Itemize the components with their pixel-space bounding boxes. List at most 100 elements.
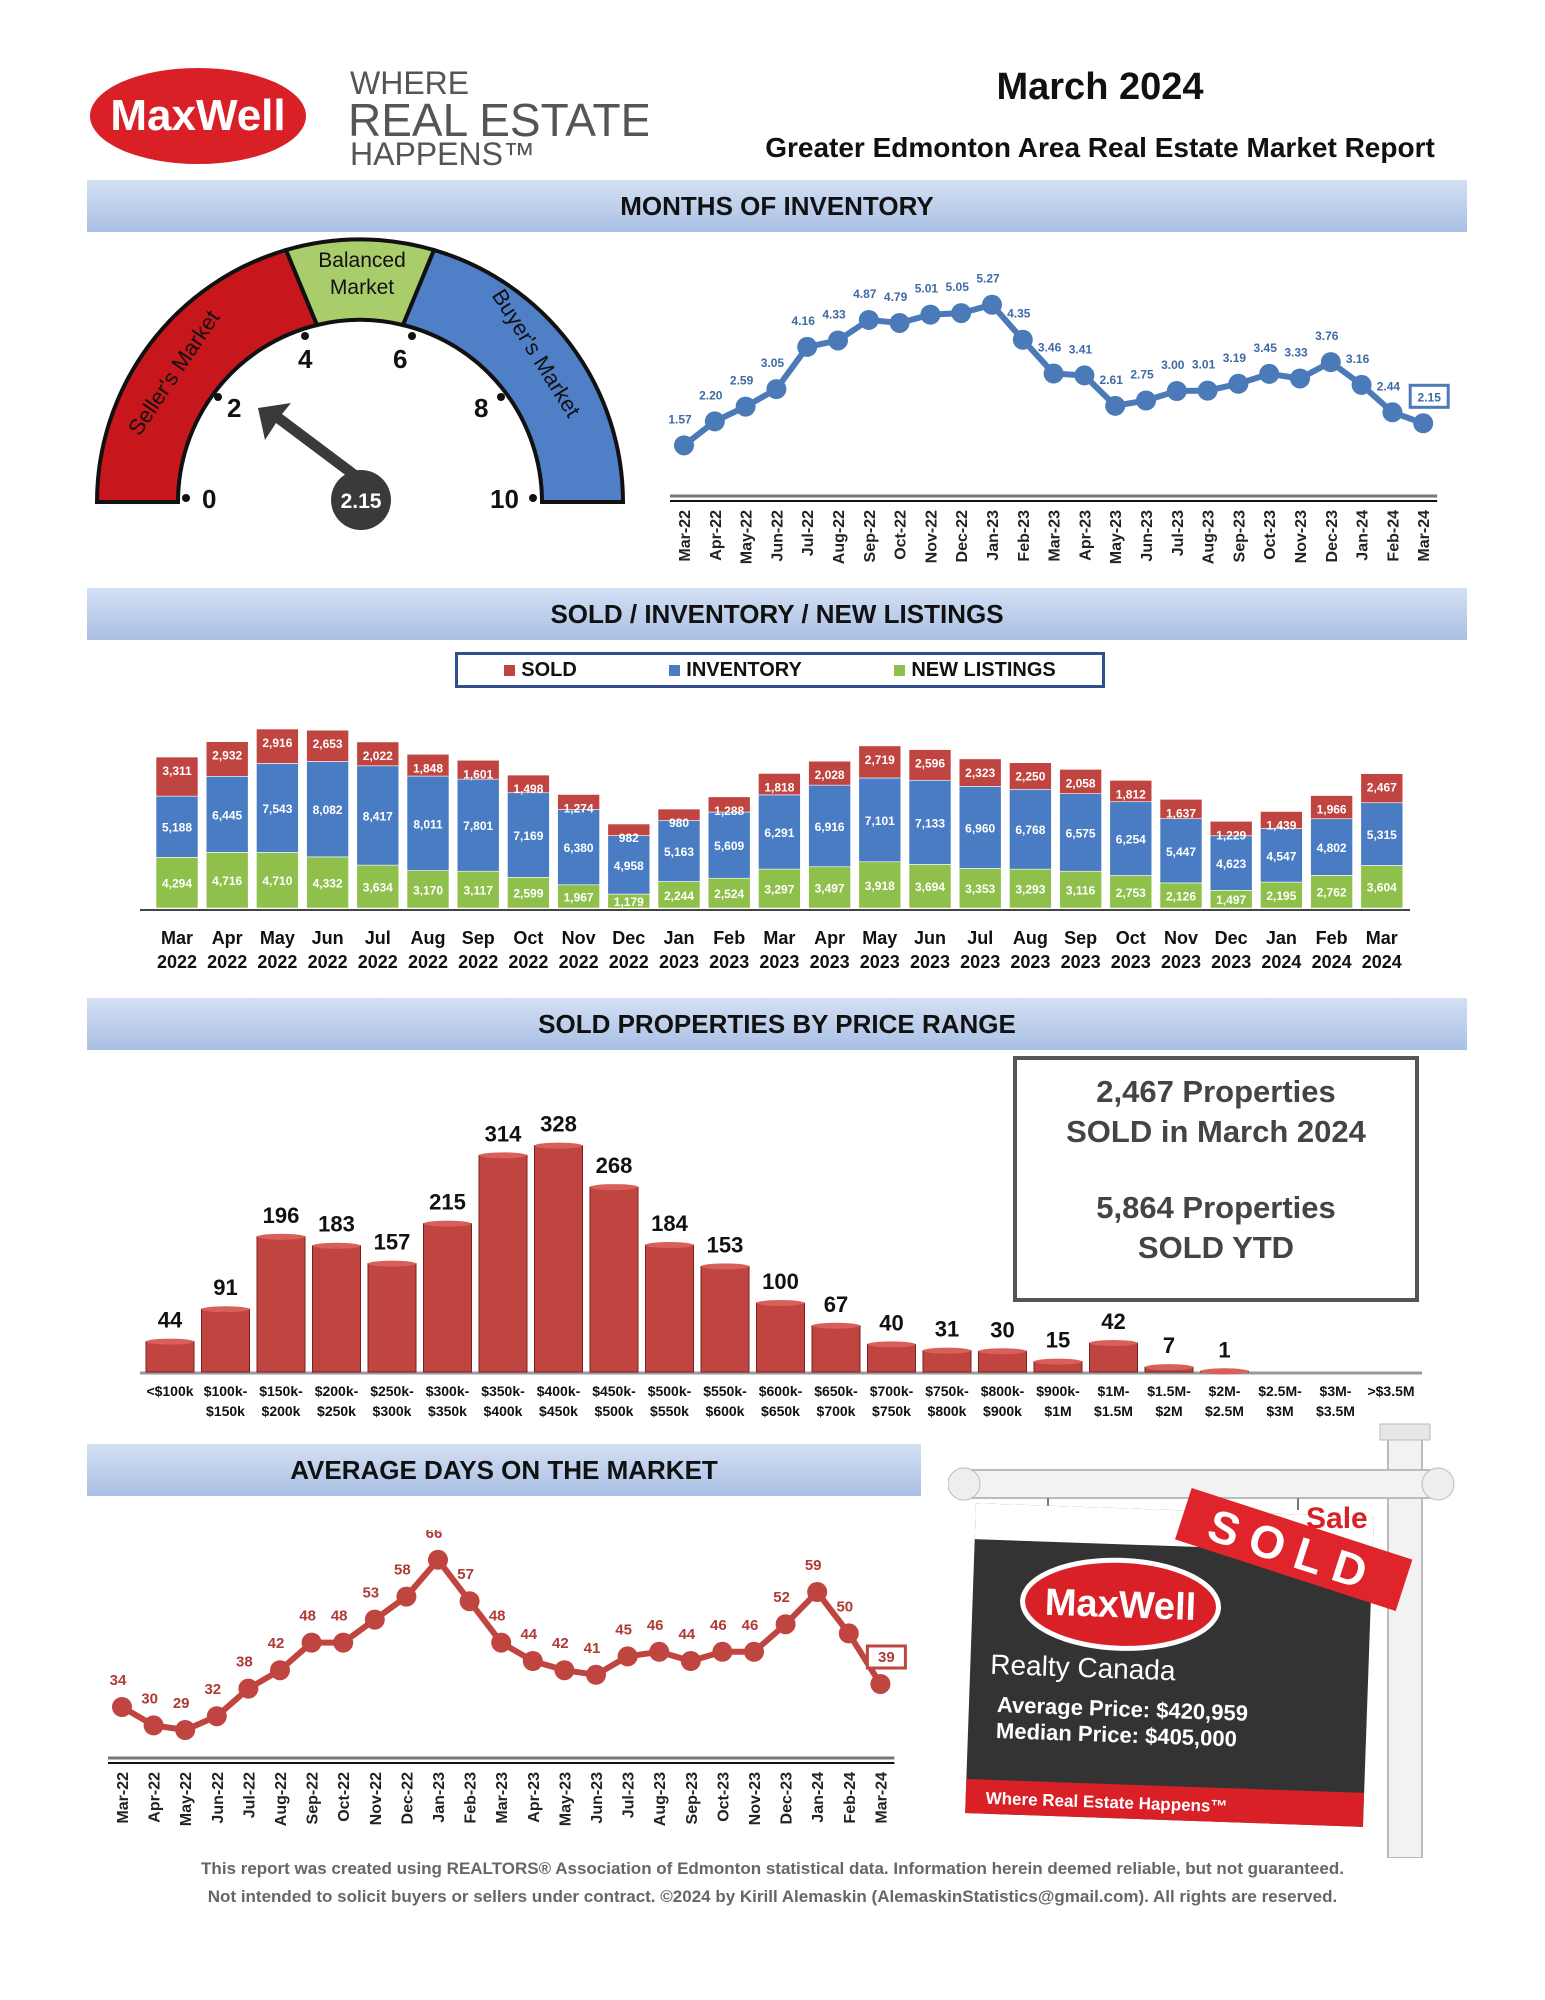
dom-x-tick: Feb-24 bbox=[842, 1772, 859, 1824]
stack-value-label: 2,524 bbox=[714, 887, 744, 901]
price-bar-cap bbox=[812, 1322, 860, 1329]
price-value-label: 42 bbox=[1101, 1309, 1125, 1334]
stack-bar-new-listings bbox=[1159, 882, 1203, 909]
dom-value-label: 39 bbox=[878, 1649, 895, 1666]
dom-point bbox=[649, 1641, 670, 1662]
dom-x-tick: Jul-22 bbox=[241, 1772, 258, 1818]
stacked-legend: SOLD INVENTORY NEW LISTINGS bbox=[455, 652, 1105, 688]
price-x-tick: $3M- bbox=[1320, 1383, 1352, 1399]
stack-value-label: 5,447 bbox=[1166, 845, 1196, 859]
dom-x-tick: Jul-23 bbox=[621, 1772, 638, 1818]
stack-value-label: 6,380 bbox=[564, 841, 594, 855]
price-x-tick-2: $750k bbox=[872, 1403, 911, 1419]
stack-bar-new-listings bbox=[306, 856, 349, 909]
moi-x-tick: Aug-22 bbox=[831, 510, 848, 564]
dom-x-tick: Sep-22 bbox=[305, 1772, 322, 1825]
stack-bar-sold bbox=[205, 741, 249, 777]
stack-bar-sold bbox=[507, 774, 550, 794]
stack-x-month: Oct bbox=[1116, 928, 1146, 948]
moi-value-label: 3.16 bbox=[1346, 352, 1370, 366]
moi-point bbox=[797, 336, 818, 357]
moi-x-tick: Oct-22 bbox=[893, 510, 910, 560]
legend-new-listings-swatch bbox=[894, 664, 906, 676]
dom-value-label: 38 bbox=[236, 1654, 253, 1671]
stack-x-month: Mar bbox=[1366, 928, 1398, 948]
stack-bar-sold bbox=[1159, 799, 1203, 819]
price-bar-cap bbox=[368, 1260, 416, 1267]
stack-bar-sold bbox=[1209, 820, 1253, 837]
stack-bar-new-listings bbox=[205, 852, 249, 909]
moi-x-tick: Mar-23 bbox=[1047, 510, 1064, 562]
moi-value-label: 5.01 bbox=[915, 282, 939, 296]
price-x-tick: $2.5M- bbox=[1258, 1383, 1302, 1399]
tagline-happens: HAPPENS™ bbox=[350, 136, 535, 172]
price-x-tick-2: $650k bbox=[761, 1403, 800, 1419]
moi-x-tick: Aug-23 bbox=[1201, 510, 1218, 564]
dom-value-label: 44 bbox=[678, 1626, 695, 1643]
stack-bar-new-listings bbox=[657, 881, 701, 909]
stack-value-label: 1,229 bbox=[1216, 828, 1246, 842]
price-bar-cap bbox=[923, 1347, 971, 1354]
stack-x-year: 2023 bbox=[810, 952, 850, 972]
dom-point bbox=[396, 1586, 417, 1607]
moi-x-tick: May-22 bbox=[739, 510, 756, 564]
dom-value-label: 57 bbox=[457, 1566, 474, 1583]
dom-point bbox=[175, 1720, 196, 1740]
stack-x-year: 2024 bbox=[1312, 952, 1352, 972]
price-bar bbox=[367, 1263, 417, 1373]
price-x-tick: $750k- bbox=[925, 1383, 969, 1399]
moi-x-tick: Feb-23 bbox=[1016, 510, 1033, 562]
stack-bar-sold bbox=[1009, 762, 1052, 790]
price-bar-cap bbox=[978, 1348, 1027, 1355]
price-bar-cap bbox=[479, 1152, 527, 1159]
moi-value-label: 2.20 bbox=[699, 388, 723, 402]
stack-bar-new-listings bbox=[858, 861, 902, 909]
price-bar-cap bbox=[423, 1220, 472, 1227]
moi-value-label: 3.45 bbox=[1254, 341, 1278, 355]
price-value-label: 215 bbox=[429, 1190, 466, 1215]
price-x-tick-2: $150k bbox=[206, 1403, 245, 1419]
moi-x-tick: Jul-23 bbox=[1170, 510, 1187, 556]
dom-value-label: 53 bbox=[362, 1585, 379, 1602]
dom-point bbox=[459, 1591, 480, 1612]
stack-bar-new-listings bbox=[356, 864, 400, 909]
stack-value-label: 2,126 bbox=[1166, 889, 1196, 903]
stack-value-label: 3,297 bbox=[764, 883, 794, 897]
stack-bar-inventory bbox=[758, 794, 801, 870]
stack-bar-sold bbox=[1310, 795, 1353, 820]
stack-bar-sold bbox=[155, 756, 199, 797]
gauge-needle bbox=[258, 403, 362, 483]
legend-sold: SOLD bbox=[504, 659, 577, 682]
moi-value-label: 3.01 bbox=[1192, 358, 1216, 372]
sign-arm-knob-left bbox=[948, 1467, 981, 1501]
section-band-dom: AVERAGE DAYS ON THE MARKET bbox=[87, 1444, 921, 1496]
stack-value-label: 1,637 bbox=[1166, 806, 1196, 820]
price-bar bbox=[645, 1244, 694, 1373]
stack-value-label: 8,417 bbox=[363, 809, 393, 823]
moi-x-tick: Jul-22 bbox=[800, 510, 817, 556]
stack-value-label: 6,960 bbox=[965, 821, 995, 835]
stack-value-label: 2,599 bbox=[513, 887, 543, 901]
price-value-label: 328 bbox=[540, 1112, 577, 1137]
stack-value-label: 1,818 bbox=[764, 780, 794, 794]
stack-value-label: 1,439 bbox=[1266, 818, 1296, 832]
moi-point bbox=[1136, 390, 1156, 411]
price-bar-cap bbox=[756, 1300, 805, 1306]
price-bar-cap bbox=[1200, 1368, 1249, 1375]
stack-value-label: 3,116 bbox=[1066, 884, 1096, 898]
moi-x-tick: Jan-23 bbox=[985, 510, 1002, 561]
stack-value-label: 8,011 bbox=[413, 817, 443, 831]
dom-point bbox=[112, 1697, 132, 1717]
price-bar bbox=[478, 1154, 528, 1373]
dom-point bbox=[554, 1660, 575, 1681]
dom-x-tick: Dec-22 bbox=[399, 1772, 416, 1825]
price-x-tick: $700k- bbox=[870, 1383, 914, 1399]
legend-inventory-swatch bbox=[669, 664, 681, 676]
price-x-tick: $300k- bbox=[426, 1383, 470, 1399]
stack-value-label: 6,445 bbox=[212, 808, 242, 822]
price-x-tick-2: $2M bbox=[1155, 1403, 1182, 1419]
price-bar-cap bbox=[312, 1242, 361, 1249]
stack-bar-new-listings bbox=[1310, 875, 1353, 909]
dom-point bbox=[870, 1674, 891, 1694]
price-x-tick: $600k- bbox=[759, 1383, 803, 1399]
